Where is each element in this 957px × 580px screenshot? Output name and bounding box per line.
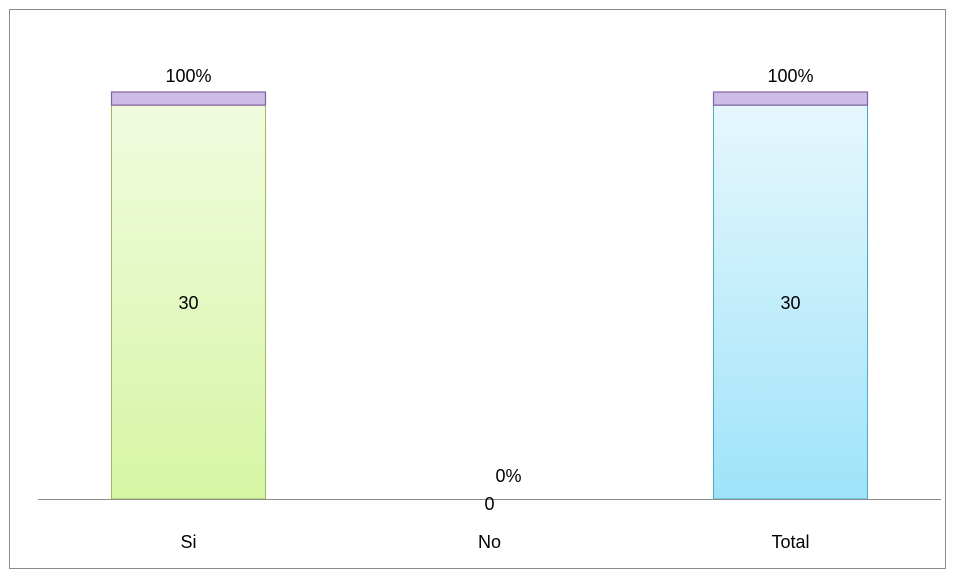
bars-layer	[110, 91, 869, 500]
count-label-total: 30	[780, 293, 800, 313]
bar-count-si	[111, 104, 266, 500]
x-tick-label-si: Si	[180, 532, 196, 552]
count-label-no: 0	[484, 494, 494, 514]
labels-layer: 30 100% Si 00% No 30 100% Total	[165, 66, 813, 552]
bar-percent-si	[110, 91, 267, 106]
bar-chart: 30 100% Si 00% No 30 100% Total	[38, 66, 941, 552]
bar-percent-total	[712, 91, 869, 106]
percent-label-si: 100%	[165, 66, 211, 86]
chart-frame: 30 100% Si 0 0% No 30 100% Total	[9, 9, 946, 569]
x-tick-label-total: Total	[771, 532, 809, 552]
percent-label-total: 100%	[767, 66, 813, 86]
x-tick-label-no: No	[478, 532, 501, 552]
count-label-si: 30	[178, 293, 198, 313]
bar-count-total	[713, 104, 868, 500]
percent-label-no: 0%	[495, 466, 521, 486]
